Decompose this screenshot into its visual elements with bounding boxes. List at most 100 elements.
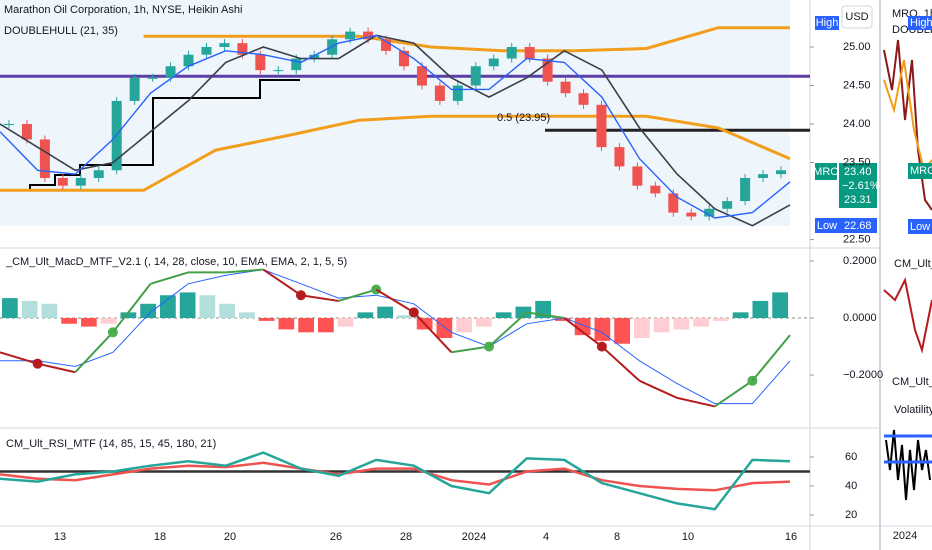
candle [273, 70, 284, 72]
histogram-bar [614, 318, 630, 344]
histogram-bar [693, 318, 709, 327]
macd-segment [74, 331, 114, 373]
candle [21, 124, 32, 140]
lower-band [0, 114, 791, 192]
side-macd: CM_Ult_ [894, 258, 932, 270]
y-tick-label: 24.50 [843, 79, 871, 91]
candle [291, 58, 302, 71]
candle [219, 43, 230, 47]
histogram-bar [337, 318, 354, 327]
hull-slow [0, 34, 791, 227]
candle [3, 124, 14, 126]
histogram-bar [476, 318, 492, 327]
x-tick-label: 20 [224, 531, 236, 543]
histogram-bar [673, 318, 690, 330]
low-badge [815, 218, 839, 233]
side-volatility: Volatility [894, 404, 932, 416]
macd-segment [601, 345, 641, 382]
macd-segment [526, 311, 565, 320]
macd-segment [639, 379, 678, 399]
side-symbol-badge [908, 163, 932, 179]
candle [255, 54, 266, 71]
candle [57, 177, 68, 186]
x-tick-label: 26 [330, 531, 342, 543]
macd-segment [451, 345, 490, 354]
histogram-bar [436, 318, 453, 339]
y-tick-label: −0.2000 [843, 369, 883, 381]
last-price-2: 23.31 [844, 194, 872, 206]
histogram-bar [318, 318, 334, 333]
candle [470, 66, 481, 86]
candle [632, 166, 643, 186]
candle [758, 174, 769, 178]
candle [740, 177, 751, 202]
candle [704, 208, 715, 217]
candle [614, 147, 625, 167]
x-tick-label: 4 [543, 531, 549, 543]
histogram-bar [298, 318, 314, 333]
y-tick-label: 22.50 [843, 234, 871, 246]
histogram-bar [258, 318, 275, 321]
histogram-bar [377, 306, 393, 319]
macd-segment [714, 379, 753, 408]
side-symbol: MRO [910, 165, 932, 177]
y-tick-label: 24.00 [843, 118, 871, 130]
candle [722, 201, 733, 209]
side-price-line [883, 39, 932, 211]
side-rsi: CM_Ult_F [892, 376, 932, 388]
histogram-bar [120, 312, 137, 319]
side-low-badge [908, 219, 932, 234]
macd-title: _CM_Ult_MacD_MTF_V2.1 (, 14, 28, close, … [5, 256, 347, 268]
x-tick-label: 28 [400, 531, 412, 543]
currency-button[interactable] [841, 5, 873, 29]
candle [183, 54, 194, 67]
y-tick-label: 23.50 [843, 156, 871, 168]
histogram-bar [219, 303, 235, 319]
histogram-bar [752, 300, 769, 319]
y-tick-label: 40 [845, 480, 857, 492]
side-low: Low [910, 221, 930, 233]
histogram-bar [160, 295, 176, 319]
candle [381, 39, 392, 51]
currency-label[interactable]: USD [845, 11, 868, 23]
x-tick-label: 10 [682, 531, 694, 543]
side-band [883, 59, 932, 173]
macd-segment [751, 334, 791, 382]
indicator-title: DOUBLEHULL (21, 35) [4, 25, 118, 37]
low-label: Low [817, 220, 837, 232]
candle [75, 177, 86, 186]
macd-segment [262, 268, 302, 297]
rsi-signal [0, 461, 791, 492]
y-tick-label: 0.2000 [843, 255, 877, 267]
side-high-badge [908, 16, 932, 30]
macd-segment [375, 288, 415, 314]
macd-segment [338, 288, 377, 302]
hull-fast [0, 34, 791, 219]
y-tick-label: 20 [845, 509, 857, 521]
rsi-line [0, 451, 791, 511]
histogram-bar [81, 318, 97, 327]
candle [596, 104, 607, 148]
candle [524, 46, 535, 59]
candle [39, 139, 50, 178]
high-label: High [816, 17, 839, 29]
histogram-bar [732, 312, 749, 319]
side-high: High [910, 17, 932, 29]
histogram-bar [21, 300, 38, 319]
macd-segment [676, 396, 715, 408]
candle [345, 31, 356, 40]
histogram-bar [456, 318, 472, 333]
fib-label: 0.5 (23.95) [497, 112, 550, 124]
x-tick-label: 18 [154, 531, 166, 543]
candle [578, 93, 589, 105]
macd-segment [413, 311, 453, 353]
last-price: 23.40 [844, 166, 872, 178]
histogram-bar [41, 303, 58, 319]
histogram-bar [495, 312, 512, 319]
histogram-bar [634, 318, 650, 339]
y-tick-label: 0.0000 [843, 312, 877, 324]
candle [776, 170, 787, 175]
signal-line [0, 269, 791, 405]
symbol-label: MRO [813, 166, 839, 178]
